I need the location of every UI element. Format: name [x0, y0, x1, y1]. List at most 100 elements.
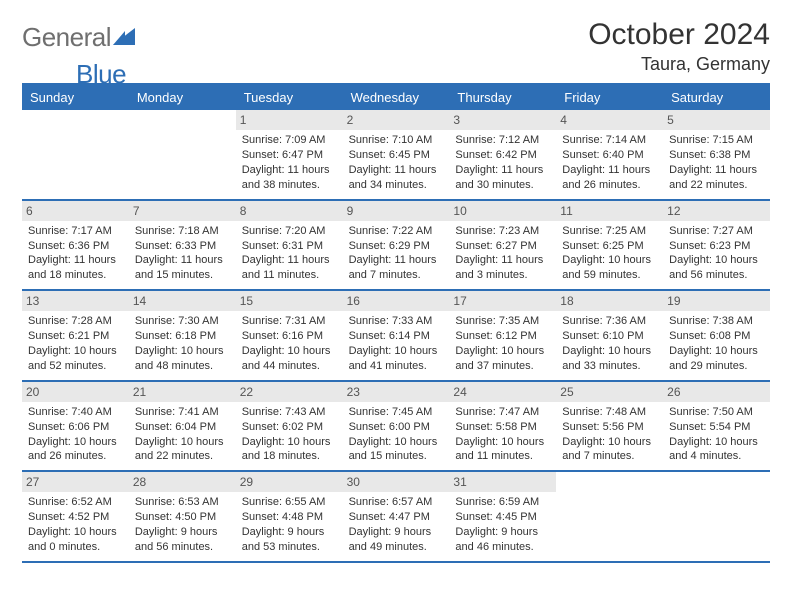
- sunrise-text: Sunrise: 7:27 AM: [669, 224, 764, 239]
- day-number: 24: [449, 382, 556, 402]
- sunset-text: Sunset: 6:40 PM: [562, 148, 657, 163]
- sunset-text: Sunset: 6:38 PM: [669, 148, 764, 163]
- sunset-text: Sunset: 6:23 PM: [669, 239, 764, 254]
- sunrise-text: Sunrise: 7:47 AM: [455, 405, 550, 420]
- sunrise-text: Sunrise: 7:40 AM: [28, 405, 123, 420]
- daylight-text: Daylight: 10 hours and 29 minutes.: [669, 344, 764, 374]
- day-cell: 13Sunrise: 7:28 AMSunset: 6:21 PMDayligh…: [22, 291, 129, 380]
- day-cell: 7Sunrise: 7:18 AMSunset: 6:33 PMDaylight…: [129, 201, 236, 290]
- day-number: 17: [449, 291, 556, 311]
- daylight-text: Daylight: 10 hours and 33 minutes.: [562, 344, 657, 374]
- sunrise-text: Sunrise: 7:20 AM: [242, 224, 337, 239]
- sunrise-text: Sunrise: 7:31 AM: [242, 314, 337, 329]
- weekday-wednesday: Wednesday: [343, 85, 450, 110]
- sunset-text: Sunset: 4:52 PM: [28, 510, 123, 525]
- day-number: 10: [449, 201, 556, 221]
- day-cell: 14Sunrise: 7:30 AMSunset: 6:18 PMDayligh…: [129, 291, 236, 380]
- week-row: 13Sunrise: 7:28 AMSunset: 6:21 PMDayligh…: [22, 291, 770, 382]
- sunrise-text: Sunrise: 7:41 AM: [135, 405, 230, 420]
- sunset-text: Sunset: 4:48 PM: [242, 510, 337, 525]
- day-cell: 8 Sunrise: 7:20 AMSunset: 6:31 PMDaylight…: [236, 201, 343, 290]
- day-cell: 9Sunrise: 7:22 AMSunset: 6:29 PMDaylight…: [343, 201, 450, 290]
- sunrise-text: Sunrise: 7:15 AM: [669, 133, 764, 148]
- sunrise-text: Sunrise: 6:52 AM: [28, 495, 123, 510]
- sunset-text: Sunset: 5:54 PM: [669, 420, 764, 435]
- daylight-text: Daylight: 11 hours and 15 minutes.: [135, 253, 230, 283]
- sunrise-text: Sunrise: 7:14 AM: [562, 133, 657, 148]
- day-number: 8: [236, 201, 343, 221]
- day-number: 1: [236, 110, 343, 130]
- day-number: 7: [129, 201, 236, 221]
- daylight-text: Daylight: 10 hours and 15 minutes.: [349, 435, 444, 465]
- sunset-text: Sunset: 4:47 PM: [349, 510, 444, 525]
- day-number: 20: [22, 382, 129, 402]
- daylight-text: Daylight: 10 hours and 56 minutes.: [669, 253, 764, 283]
- sunset-text: Sunset: 5:56 PM: [562, 420, 657, 435]
- sunrise-text: Sunrise: 7:25 AM: [562, 224, 657, 239]
- sunrise-text: Sunrise: 7:28 AM: [28, 314, 123, 329]
- sunrise-text: Sunrise: 6:57 AM: [349, 495, 444, 510]
- sunrise-text: Sunrise: 6:53 AM: [135, 495, 230, 510]
- daylight-text: Daylight: 11 hours and 38 minutes.: [242, 163, 337, 193]
- weekday-friday: Friday: [556, 85, 663, 110]
- day-cell: 31Sunrise: 6:59 AMSunset: 4:45 PMDayligh…: [449, 472, 556, 561]
- sunset-text: Sunset: 6:04 PM: [135, 420, 230, 435]
- day-number: 19: [663, 291, 770, 311]
- day-cell: .: [129, 110, 236, 199]
- day-cell: 11Sunrise: 7:25 AMSunset: 6:25 PMDayligh…: [556, 201, 663, 290]
- day-number: 12: [663, 201, 770, 221]
- day-number: 5: [663, 110, 770, 130]
- day-cell: 5Sunrise: 7:15 AMSunset: 6:38 PMDaylight…: [663, 110, 770, 199]
- sunset-text: Sunset: 6:36 PM: [28, 239, 123, 254]
- sunrise-text: Sunrise: 7:35 AM: [455, 314, 550, 329]
- sunrise-text: Sunrise: 7:09 AM: [242, 133, 337, 148]
- day-cell: 10 Sunrise: 7:23 AMSunset: 6:27 PMDayligh…: [449, 201, 556, 290]
- daylight-text: Daylight: 11 hours and 11 minutes.: [242, 253, 337, 283]
- location-label: Taura, Germany: [588, 54, 770, 75]
- daylight-text: Daylight: 9 hours and 46 minutes.: [455, 525, 550, 555]
- daylight-text: Daylight: 11 hours and 3 minutes.: [455, 253, 550, 283]
- day-cell: 22Sunrise: 7:43 AMSunset: 6:02 PMDayligh…: [236, 382, 343, 471]
- day-number: 29: [236, 472, 343, 492]
- day-number: 28: [129, 472, 236, 492]
- daylight-text: Daylight: 10 hours and 59 minutes.: [562, 253, 657, 283]
- sunrise-text: Sunrise: 7:48 AM: [562, 405, 657, 420]
- day-cell: 23Sunrise: 7:45 AMSunset: 6:00 PMDayligh…: [343, 382, 450, 471]
- brand-logo: General: [22, 22, 137, 53]
- day-cell: 1Sunrise: 7:09 AMSunset: 6:47 PMDaylight…: [236, 110, 343, 199]
- day-number: 25: [556, 382, 663, 402]
- day-number: 2: [343, 110, 450, 130]
- day-cell: 15Sunrise: 7:31 AMSunset: 6:16 PMDayligh…: [236, 291, 343, 380]
- daylight-text: Daylight: 11 hours and 18 minutes.: [28, 253, 123, 283]
- day-cell: 25Sunrise: 7:48 AMSunset: 5:56 PMDayligh…: [556, 382, 663, 471]
- sunrise-text: Sunrise: 7:23 AM: [455, 224, 550, 239]
- day-number: 14: [129, 291, 236, 311]
- sunrise-text: Sunrise: 7:45 AM: [349, 405, 444, 420]
- sunset-text: Sunset: 6:16 PM: [242, 329, 337, 344]
- sunset-text: Sunset: 6:29 PM: [349, 239, 444, 254]
- day-cell: .: [663, 472, 770, 561]
- day-cell: 20Sunrise: 7:40 AMSunset: 6:06 PMDayligh…: [22, 382, 129, 471]
- day-cell: 28Sunrise: 6:53 AMSunset: 4:50 PMDayligh…: [129, 472, 236, 561]
- daylight-text: Daylight: 10 hours and 11 minutes.: [455, 435, 550, 465]
- sunrise-text: Sunrise: 7:50 AM: [669, 405, 764, 420]
- sunset-text: Sunset: 6:27 PM: [455, 239, 550, 254]
- day-number: 30: [343, 472, 450, 492]
- daylight-text: Daylight: 10 hours and 48 minutes.: [135, 344, 230, 374]
- daylight-text: Daylight: 10 hours and 22 minutes.: [135, 435, 230, 465]
- sunset-text: Sunset: 6:14 PM: [349, 329, 444, 344]
- day-number: 21: [129, 382, 236, 402]
- sunrise-text: Sunrise: 7:22 AM: [349, 224, 444, 239]
- day-cell: 4Sunrise: 7:14 AMSunset: 6:40 PMDaylight…: [556, 110, 663, 199]
- daylight-text: Daylight: 11 hours and 34 minutes.: [349, 163, 444, 193]
- sunrise-text: Sunrise: 7:30 AM: [135, 314, 230, 329]
- sunset-text: Sunset: 6:10 PM: [562, 329, 657, 344]
- sunset-text: Sunset: 6:33 PM: [135, 239, 230, 254]
- sunset-text: Sunset: 6:12 PM: [455, 329, 550, 344]
- day-number: 26: [663, 382, 770, 402]
- page-header: General October 2024 Taura, Germany: [22, 18, 770, 75]
- day-number: 15: [236, 291, 343, 311]
- day-number: 31: [449, 472, 556, 492]
- sunset-text: Sunset: 6:31 PM: [242, 239, 337, 254]
- week-row: ..1Sunrise: 7:09 AMSunset: 6:47 PMDaylig…: [22, 110, 770, 201]
